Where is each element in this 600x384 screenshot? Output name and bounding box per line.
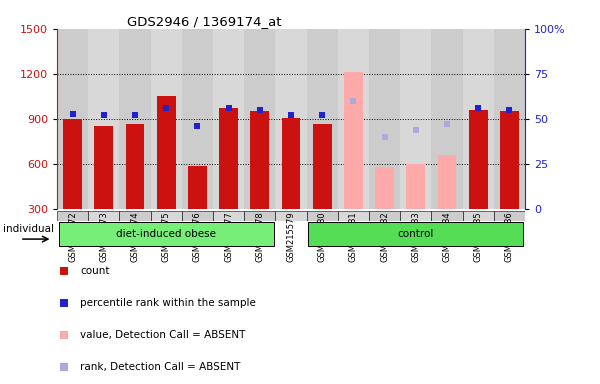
Text: GSM215583: GSM215583	[412, 212, 420, 262]
Text: GSM215580: GSM215580	[318, 212, 326, 262]
Bar	[369, 29, 400, 209]
Bar	[219, 108, 238, 209]
Bar	[344, 73, 363, 209]
Bar	[182, 29, 213, 209]
Bar	[57, 29, 88, 209]
Bar	[119, 29, 151, 209]
Bar	[500, 111, 519, 209]
Bar	[244, 211, 275, 221]
Bar	[213, 211, 244, 221]
Bar	[59, 222, 274, 247]
Bar	[188, 166, 207, 209]
Bar	[431, 211, 463, 221]
Text: GSM215575: GSM215575	[162, 212, 170, 262]
Text: GSM215579: GSM215579	[287, 212, 296, 262]
Text: GSM215574: GSM215574	[131, 212, 139, 262]
Bar	[369, 211, 400, 221]
Text: GSM215576: GSM215576	[193, 212, 202, 262]
Bar	[57, 211, 88, 221]
Bar	[213, 29, 244, 209]
Bar	[157, 96, 176, 209]
Text: GSM215586: GSM215586	[505, 212, 514, 262]
Text: GSM215573: GSM215573	[100, 212, 108, 262]
Bar	[338, 211, 369, 221]
Text: value, Detection Call = ABSENT: value, Detection Call = ABSENT	[80, 330, 246, 340]
Bar	[437, 155, 457, 209]
Bar	[469, 110, 488, 209]
Bar	[244, 29, 275, 209]
Text: GSM215585: GSM215585	[474, 212, 482, 262]
Bar	[338, 29, 369, 209]
Bar	[88, 29, 119, 209]
Text: GSM215582: GSM215582	[380, 212, 389, 262]
Bar	[463, 29, 494, 209]
Text: rank, Detection Call = ABSENT: rank, Detection Call = ABSENT	[80, 362, 241, 372]
Bar	[494, 29, 525, 209]
Text: individual: individual	[3, 224, 54, 234]
Text: GSM215581: GSM215581	[349, 212, 358, 262]
Bar	[88, 211, 119, 221]
Bar	[494, 211, 525, 221]
Bar	[275, 29, 307, 209]
Bar	[151, 211, 182, 221]
Text: control: control	[398, 229, 434, 239]
Text: GSM215584: GSM215584	[443, 212, 452, 262]
Text: diet-induced obese: diet-induced obese	[116, 229, 216, 239]
Bar	[250, 111, 269, 209]
Bar	[307, 211, 338, 221]
Bar	[375, 167, 394, 209]
Bar	[307, 29, 338, 209]
Bar	[63, 119, 82, 209]
Bar	[400, 211, 431, 221]
Text: percentile rank within the sample: percentile rank within the sample	[80, 298, 256, 308]
Text: count: count	[80, 266, 110, 276]
Text: GDS2946 / 1369174_at: GDS2946 / 1369174_at	[127, 15, 282, 28]
Bar	[431, 29, 463, 209]
Bar	[125, 124, 145, 209]
Bar	[281, 118, 301, 209]
Bar	[313, 124, 332, 209]
Text: GSM215577: GSM215577	[224, 212, 233, 262]
Bar	[308, 222, 523, 247]
Bar	[406, 164, 425, 209]
Bar	[119, 211, 151, 221]
Text: GSM215578: GSM215578	[255, 212, 264, 262]
Bar	[151, 29, 182, 209]
Bar	[94, 126, 113, 209]
Bar	[182, 211, 213, 221]
Bar	[463, 211, 494, 221]
Text: GSM215572: GSM215572	[68, 212, 77, 262]
Bar	[275, 211, 307, 221]
Bar	[400, 29, 431, 209]
